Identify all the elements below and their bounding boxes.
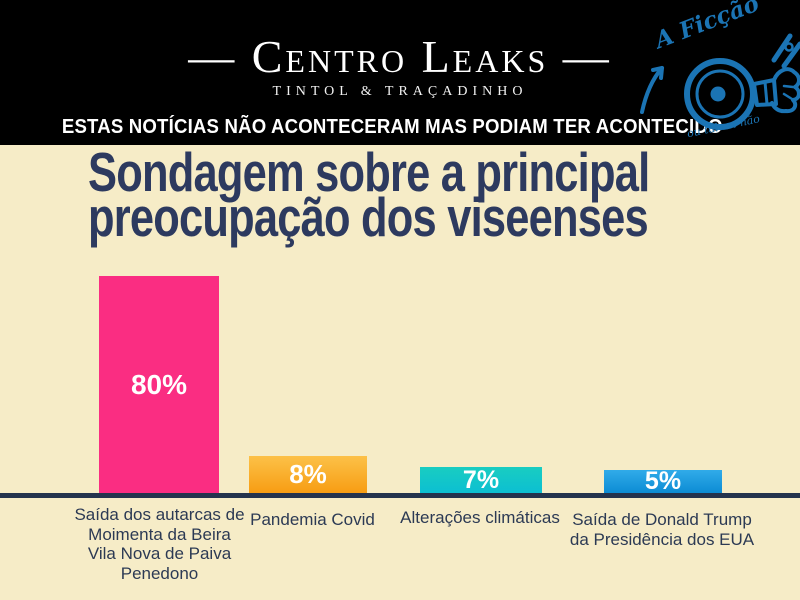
lens-pupil <box>710 86 726 102</box>
hand-fist <box>770 67 800 114</box>
brand-logo: — Centro Leaks — <box>188 31 612 82</box>
fiction-badge: A Ficção ou talvez não <box>628 0 800 142</box>
tagline-text: ESTAS NOTÍCIAS NÃO ACONTECERAM MAS PODIA… <box>61 116 723 138</box>
category-label-clima: Alterações climáticas <box>394 508 566 528</box>
handle <box>752 78 778 107</box>
cuff <box>771 33 800 69</box>
bar-trump: 5% <box>604 467 722 495</box>
category-line: Vila Nova de Paiva <box>87 544 232 563</box>
bar-autarcas: 80% <box>99 276 219 493</box>
category-line: Saída dos autarcas de <box>74 505 245 524</box>
page-title: Sondagem sobre a principal preocupação d… <box>88 141 650 248</box>
title-line-2: preocupação dos viseenses <box>88 186 649 248</box>
lens-outer <box>684 58 756 130</box>
category-line: Pandemia Covid <box>250 510 375 529</box>
bar-clima: 7% <box>420 465 542 494</box>
category-line: Saída de Donald Trump <box>572 510 752 529</box>
bar-value-label: 8% <box>289 459 327 489</box>
bar-value-label: 5% <box>644 467 682 495</box>
handle-ring <box>763 80 769 106</box>
lens-inner <box>695 69 745 119</box>
category-line: da Presidência dos EUA <box>569 529 755 549</box>
category-line: Alterações climáticas <box>400 508 560 527</box>
arrow-head <box>651 66 664 80</box>
bar-pandemia: 8% <box>249 456 367 493</box>
category-line: Penedono <box>120 563 199 583</box>
magnifier-hand-icon <box>640 33 800 130</box>
category-label-pandemia: Pandemia Covid <box>230 510 395 530</box>
axis-baseline <box>0 493 800 498</box>
title-line-1: Sondagem sobre a principal <box>88 141 650 203</box>
category-line: Moimenta da Beira <box>88 524 231 544</box>
tagline-row: ESTAS NOTÍCIAS NÃO ACONTECERAM MAS PODIA… <box>0 116 784 139</box>
arrow-flourish <box>640 66 664 114</box>
brand-subtitle: TINTOL & TRAÇADINHO <box>272 84 528 99</box>
cuff-button <box>784 42 794 52</box>
bar-value-label: 80% <box>130 368 188 400</box>
header: — Centro Leaks — TINTOL & TRAÇADINHO EST… <box>0 0 800 145</box>
bar-value-label: 7% <box>462 465 500 494</box>
finger-lines <box>782 84 795 101</box>
category-label-autarcas: Saída dos autarcas de Moimenta da Beira … <box>57 505 262 583</box>
category-label-trump: Saída de Donald Trump da Presidência dos… <box>566 510 758 549</box>
